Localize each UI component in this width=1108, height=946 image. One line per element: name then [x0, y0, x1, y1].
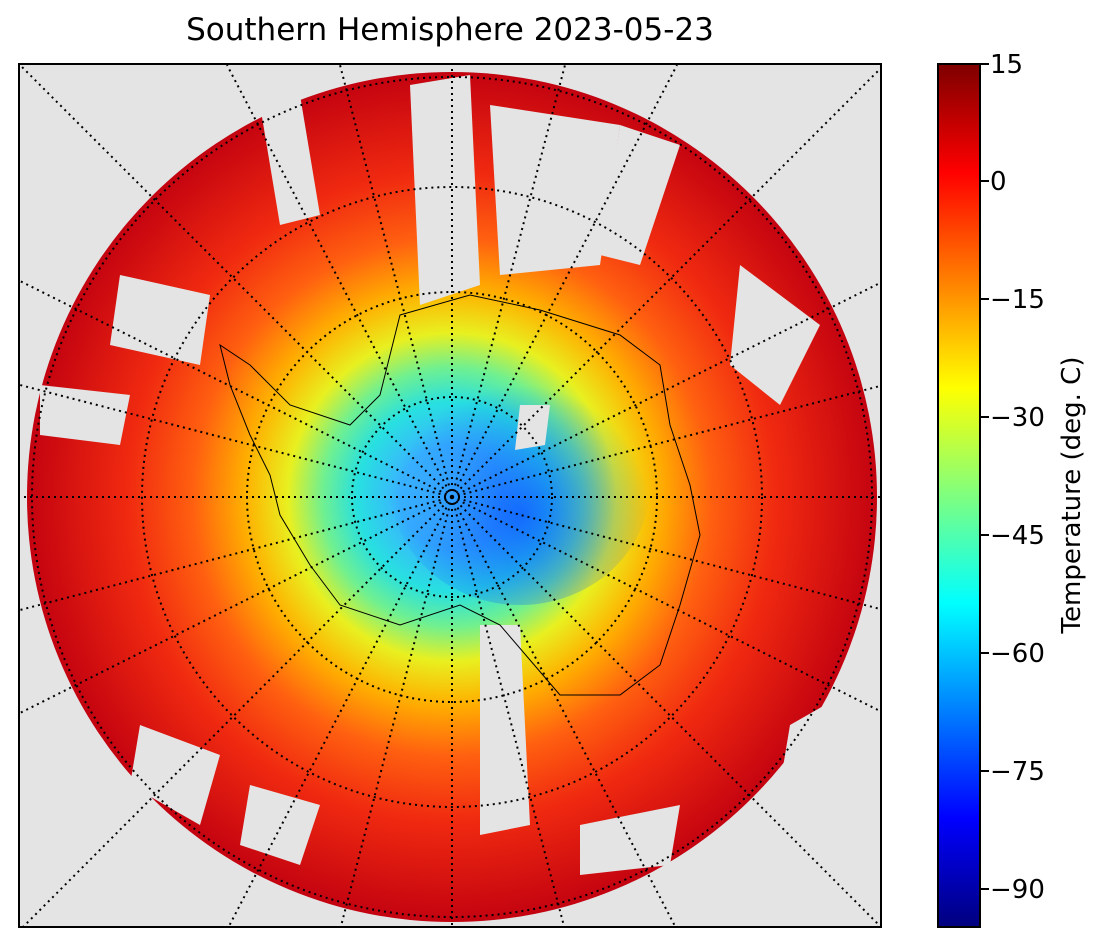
- colorbar: [937, 63, 981, 928]
- colorbar-tick-label: 0: [990, 167, 1007, 197]
- colorbar-tick: [981, 888, 989, 890]
- parallels: [31, 76, 873, 918]
- colorbar-tick-label: 15: [990, 50, 1024, 80]
- colorbar-tick-label: −75: [990, 757, 1045, 787]
- colorbar-tick: [981, 63, 989, 65]
- colorbar-tick-label: −45: [990, 521, 1045, 551]
- colorbar-tick: [981, 770, 989, 772]
- colorbar-tick-label: −90: [990, 875, 1045, 905]
- colorbar-tick: [981, 534, 989, 536]
- colorbar-tick-label: −15: [990, 285, 1045, 315]
- colorbar-tick: [981, 298, 989, 300]
- colorbar-tick: [981, 652, 989, 654]
- colorbar-tick: [981, 416, 989, 418]
- cold-region: [390, 365, 650, 605]
- antarctica-coastline: [219, 294, 701, 696]
- colorbar-tick-label: −60: [990, 639, 1045, 669]
- missing-data-patches: [40, 75, 860, 875]
- colorbar-tick: [981, 180, 989, 182]
- map-title: Southern Hemisphere 2023-05-23: [186, 12, 714, 48]
- polar-map-svg: [20, 65, 880, 926]
- colorbar-label: Temperature (deg. C): [1057, 356, 1087, 634]
- colorbar-tick-label: −30: [990, 403, 1045, 433]
- polar-map: [18, 63, 882, 928]
- meridians: [20, 65, 880, 926]
